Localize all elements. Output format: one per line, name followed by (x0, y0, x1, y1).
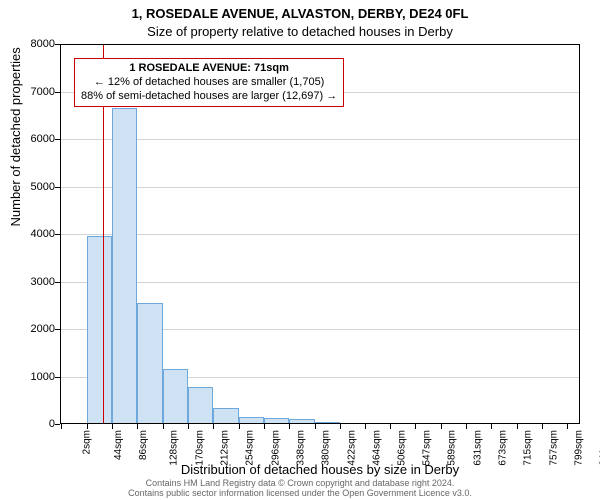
x-tick-mark (87, 424, 88, 429)
x-tick-mark (137, 424, 138, 429)
x-tick-mark (466, 424, 467, 429)
chart-title-main: 1, ROSEDALE AVENUE, ALVASTON, DERBY, DE2… (0, 6, 600, 21)
x-tick-mark (517, 424, 518, 429)
x-tick-label: 2sqm (82, 430, 93, 454)
x-tick-mark (188, 424, 189, 429)
y-tick-label: 4000 (5, 228, 55, 240)
x-tick-mark (289, 424, 290, 429)
chart-title-sub: Size of property relative to detached ho… (0, 24, 600, 39)
x-tick-label: 757sqm (548, 430, 559, 466)
x-tick-label: 673sqm (498, 430, 509, 466)
x-tick-label: 296sqm (270, 430, 281, 466)
y-tick-mark (55, 424, 60, 425)
x-tick-mark (213, 424, 214, 429)
callout-line: 88% of semi-detached houses are larger (… (81, 90, 337, 104)
x-tick-label: 338sqm (295, 430, 306, 466)
x-tick-label: 422sqm (346, 430, 357, 466)
x-tick-label: 170sqm (194, 430, 205, 466)
x-tick-mark (112, 424, 113, 429)
y-tick-label: 3000 (5, 276, 55, 288)
x-tick-mark (542, 424, 543, 429)
x-tick-mark (491, 424, 492, 429)
x-tick-label: 254sqm (245, 430, 256, 466)
x-tick-label: 86sqm (138, 430, 149, 460)
y-tick-label: 5000 (5, 181, 55, 193)
x-tick-mark (315, 424, 316, 429)
x-tick-mark (163, 424, 164, 429)
y-tick-label: 1000 (5, 371, 55, 383)
x-tick-label: 799sqm (574, 430, 585, 466)
callout-line: ← 12% of detached houses are smaller (1,… (81, 76, 337, 90)
x-tick-label: 631sqm (472, 430, 483, 466)
x-tick-label: 380sqm (321, 430, 332, 466)
y-tick-label: 6000 (5, 133, 55, 145)
x-tick-mark (264, 424, 265, 429)
x-tick-mark (390, 424, 391, 429)
x-tick-label: 589sqm (447, 430, 458, 466)
x-tick-mark (239, 424, 240, 429)
x-tick-label: 128sqm (169, 430, 180, 466)
x-tick-label: 715sqm (523, 430, 534, 466)
y-tick-label: 0 (5, 418, 55, 430)
x-tick-mark (441, 424, 442, 429)
x-tick-label: 506sqm (397, 430, 408, 466)
x-tick-mark (61, 424, 62, 429)
x-tick-label: 464sqm (371, 430, 382, 466)
y-tick-label: 8000 (5, 38, 55, 50)
x-tick-mark (365, 424, 366, 429)
x-tick-mark (567, 424, 568, 429)
y-tick-label: 7000 (5, 86, 55, 98)
reference-callout: 1 ROSEDALE AVENUE: 71sqm← 12% of detache… (74, 58, 344, 107)
x-tick-label: 212sqm (219, 430, 230, 466)
x-tick-label: 547sqm (422, 430, 433, 466)
x-tick-label: 44sqm (113, 430, 124, 460)
x-tick-mark (340, 424, 341, 429)
x-tick-mark (415, 424, 416, 429)
y-tick-label: 2000 (5, 323, 55, 335)
callout-line: 1 ROSEDALE AVENUE: 71sqm (81, 62, 337, 76)
attribution-text: Contains HM Land Registry data © Crown c… (0, 478, 600, 498)
